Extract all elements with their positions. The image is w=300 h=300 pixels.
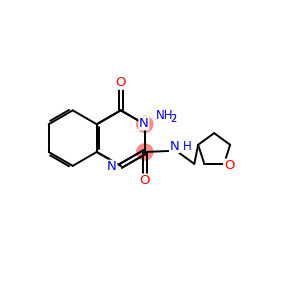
Circle shape — [137, 144, 153, 160]
Circle shape — [137, 144, 153, 160]
Text: O: O — [140, 174, 150, 187]
Text: N: N — [169, 140, 179, 152]
Text: NH: NH — [156, 109, 173, 122]
Text: H: H — [182, 140, 191, 152]
Text: 2: 2 — [171, 114, 177, 124]
Text: O: O — [116, 76, 126, 89]
Circle shape — [137, 116, 153, 132]
Text: N: N — [139, 117, 149, 130]
Text: 2: 2 — [171, 114, 177, 124]
Circle shape — [137, 116, 153, 132]
Text: N: N — [169, 140, 179, 152]
Text: O: O — [224, 159, 234, 172]
Text: H: H — [182, 140, 191, 152]
Text: O: O — [224, 159, 234, 172]
Text: O: O — [116, 76, 126, 89]
Text: O: O — [140, 174, 150, 187]
Text: N: N — [107, 160, 117, 173]
Text: NH: NH — [156, 109, 173, 122]
Text: N: N — [107, 160, 117, 173]
Text: N: N — [139, 117, 149, 130]
